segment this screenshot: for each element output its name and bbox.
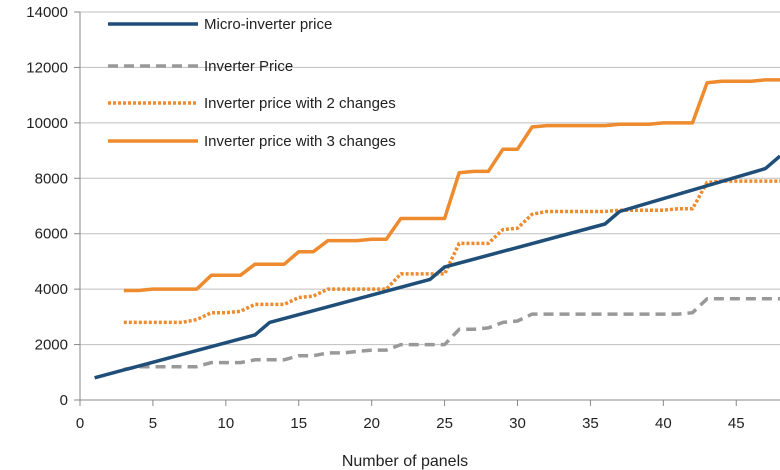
y-axis-ticks: 0 2000 4000 6000 8000 10000 12000 14000 xyxy=(26,4,80,409)
series-line-1 xyxy=(94,154,780,380)
x-axis-label: Number of panels xyxy=(342,453,468,470)
series-line-2 xyxy=(123,297,780,372)
x-tick-label: 35 xyxy=(582,415,599,432)
y-tick-label: 0 xyxy=(60,392,68,409)
y-tick-label: 6000 xyxy=(35,226,68,243)
x-tick-label: 40 xyxy=(655,415,672,432)
x-tick-label: 30 xyxy=(509,415,526,432)
x-tick-label: 15 xyxy=(290,415,307,432)
legend-label-2: Inverter Price xyxy=(204,58,293,75)
gridlines xyxy=(80,11,780,401)
y-tick-label: 10000 xyxy=(26,115,68,132)
x-tick-label: 10 xyxy=(217,415,234,432)
y-tick-label: 8000 xyxy=(35,170,68,187)
y-tick-label: 2000 xyxy=(35,337,68,354)
legend-label-3: Inverter price with 2 changes xyxy=(204,95,396,112)
x-tick-label: 25 xyxy=(436,415,453,432)
x-tick-label: 5 xyxy=(149,415,157,432)
y-tick-label: 4000 xyxy=(35,281,68,298)
series-line-3 xyxy=(123,179,780,325)
x-axis-ticks: 0 5 10 15 20 25 30 35 40 45 xyxy=(76,400,745,432)
series-line-4 xyxy=(123,78,780,293)
x-tick-label: 45 xyxy=(728,415,745,432)
axes xyxy=(79,12,780,401)
legend-label-4: Inverter price with 3 changes xyxy=(204,133,396,150)
legend: Micro-inverter price Inverter Price Invert… xyxy=(108,16,396,150)
y-tick-label: 12000 xyxy=(26,59,68,76)
legend-label-1: Micro-inverter price xyxy=(204,16,332,33)
series-lines xyxy=(94,78,780,380)
x-tick-label: 20 xyxy=(363,415,380,432)
x-tick-label: 0 xyxy=(76,415,84,432)
y-tick-label: 14000 xyxy=(26,4,68,21)
